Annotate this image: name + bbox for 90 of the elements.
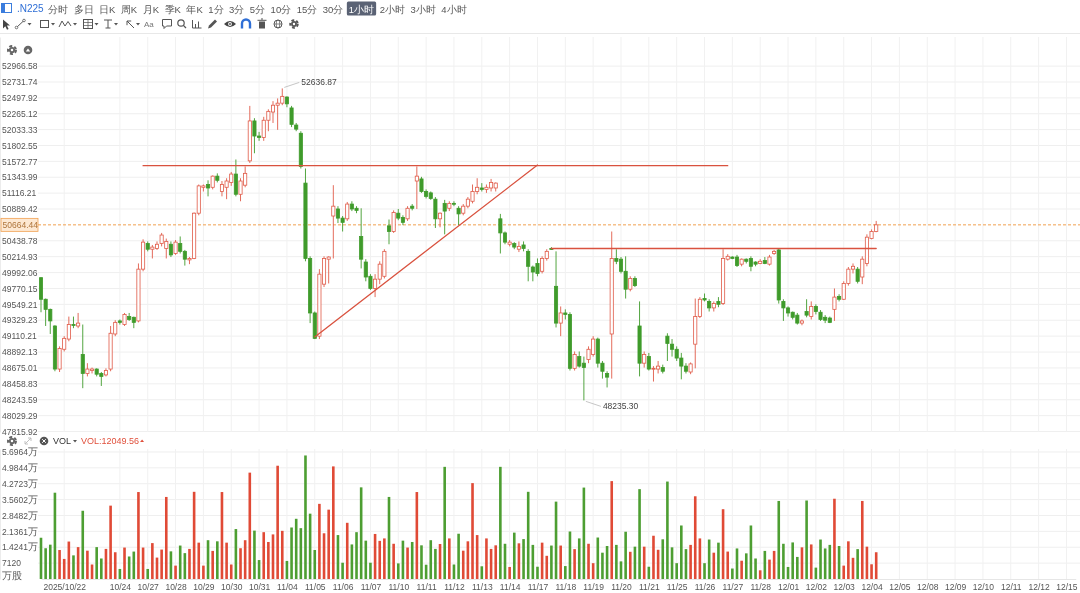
x-tick-label: 11/26 — [694, 582, 716, 593]
text: 4小时 — [441, 3, 467, 14]
x-tick-label: 12/02 — [805, 582, 828, 593]
x-tick-label: 11/13 — [471, 582, 493, 593]
y-tick-label: 2.8482万 — [2, 509, 38, 521]
y-tick-label: 51572.77 — [2, 156, 38, 167]
x-tick-label: 11/06 — [332, 582, 354, 593]
text: 3小时 — [410, 3, 436, 14]
annotation: 52636.87 — [301, 77, 338, 88]
x-tick-label: 11/04 — [277, 582, 299, 593]
text: 30分 — [322, 3, 344, 14]
x-tick-label: 10/29 — [193, 582, 215, 593]
x-tick-label: 11/18 — [555, 582, 577, 593]
text: 分时 — [48, 3, 68, 14]
x-tick-label: 11/12 — [444, 582, 466, 593]
text: 年K — [186, 3, 204, 14]
x-tick-label: 10/30 — [221, 582, 243, 593]
text: 15分 — [296, 3, 318, 14]
chart-subtitle: VOL:12049.56 — [81, 436, 140, 446]
y-tick-label: 52033.33 — [2, 124, 38, 135]
text: 多日 — [73, 3, 94, 14]
x-tick-label: 11/21 — [639, 582, 660, 593]
text: 3分 — [229, 3, 245, 14]
y-tick-label: 52731.74 — [2, 77, 38, 88]
y-tick-label: 48892.13 — [2, 347, 38, 358]
x-tick-label: 11/20 — [611, 582, 633, 593]
text: 7120 — [2, 558, 22, 569]
y-tick-label: 52265.12 — [2, 108, 38, 119]
x-tick-label: 12/08 — [917, 582, 939, 593]
y-tick-label: 49992.06 — [2, 267, 38, 278]
text: 季K — [164, 3, 182, 14]
x-tick-label: 11/25 — [666, 582, 688, 593]
annotation: 48235.30 — [602, 401, 639, 412]
y-tick-label: 5.6964万 — [2, 446, 38, 458]
x-tick-label: 12/11 — [1000, 582, 1022, 593]
text: 周K — [120, 3, 138, 14]
x-tick-label: 11/07 — [360, 582, 382, 593]
y-tick-label: 3.5602万 — [2, 493, 38, 505]
y-tick-label: 4.9844万 — [2, 462, 38, 474]
text: 1分 — [208, 3, 224, 14]
x-tick-label: 11/10 — [388, 582, 410, 593]
x-tick-label: 12/03 — [833, 582, 856, 593]
y-tick-label: 47815.92 — [2, 426, 38, 437]
y-tick-label: 2.1361万 — [2, 525, 38, 537]
y-tick-label: 52497.92 — [2, 93, 38, 104]
x-tick-label: 12/15 — [1056, 582, 1078, 593]
text: 月K — [142, 3, 160, 14]
x-tick-label: 12/09 — [944, 582, 967, 593]
y-tick-label: 50438.78 — [2, 236, 38, 247]
y-tick-label: 4.2723万 — [2, 477, 38, 489]
x-tick-label: 11/17 — [527, 582, 549, 593]
y-tick-label: 50889.42 — [2, 204, 38, 215]
y-tick-label: 49329.23 — [2, 315, 38, 326]
text: 5分 — [249, 3, 266, 14]
y-axis-title: 万股 — [2, 569, 22, 581]
y-tick-label: 48029.29 — [2, 410, 38, 421]
x-tick-label: 12/01 — [777, 582, 800, 593]
x-tick-label: 11/11 — [416, 582, 437, 593]
x-tick-label: 11/19 — [583, 582, 605, 593]
y-tick-label: 48458.83 — [2, 379, 38, 390]
y-tick-label: 1.4241万 — [2, 541, 38, 553]
text: 日K — [99, 3, 116, 14]
text: Aa — [144, 19, 155, 29]
y-tick-label: 52966.58 — [2, 61, 38, 72]
x-tick-label: 10/31 — [248, 582, 271, 593]
y-tick-label: 51116.21 — [2, 188, 37, 199]
x-tick-label: 12/04 — [861, 582, 883, 593]
y-tick-label: 48243.59 — [2, 394, 38, 405]
x-tick-label: 10/28 — [165, 582, 187, 593]
chart-title: VOL — [53, 436, 72, 446]
x-tick-label: 2025/10/22 — [43, 582, 87, 593]
x-tick-label: 11/05 — [304, 582, 326, 593]
text: 2小时 — [379, 3, 405, 14]
x-tick-label: 10/24 — [109, 582, 132, 593]
x-tick-label: 12/10 — [972, 582, 995, 593]
x-tick-label: 12/12 — [1028, 582, 1050, 593]
y-tick-label: 49770.15 — [2, 283, 38, 294]
y-tick-label: 51802.55 — [2, 140, 38, 151]
y-tick-label: 49549.21 — [2, 299, 38, 310]
x-tick-label: 11/28 — [750, 582, 772, 593]
y-tick-label: 49110.21 — [2, 331, 38, 342]
chart-title: .N225 — [17, 3, 45, 14]
x-tick-label: 10/27 — [137, 582, 160, 593]
x-tick-label: 11/14 — [499, 582, 521, 593]
y-tick-label: 50214.93 — [2, 251, 38, 262]
x-tick-label: 12/05 — [889, 582, 911, 593]
x-tick-label: 11/27 — [722, 582, 744, 593]
y-tick-label: 51343.99 — [2, 172, 38, 183]
y-tick-label: 48675.01 — [2, 363, 38, 374]
text: 10分 — [270, 3, 292, 14]
